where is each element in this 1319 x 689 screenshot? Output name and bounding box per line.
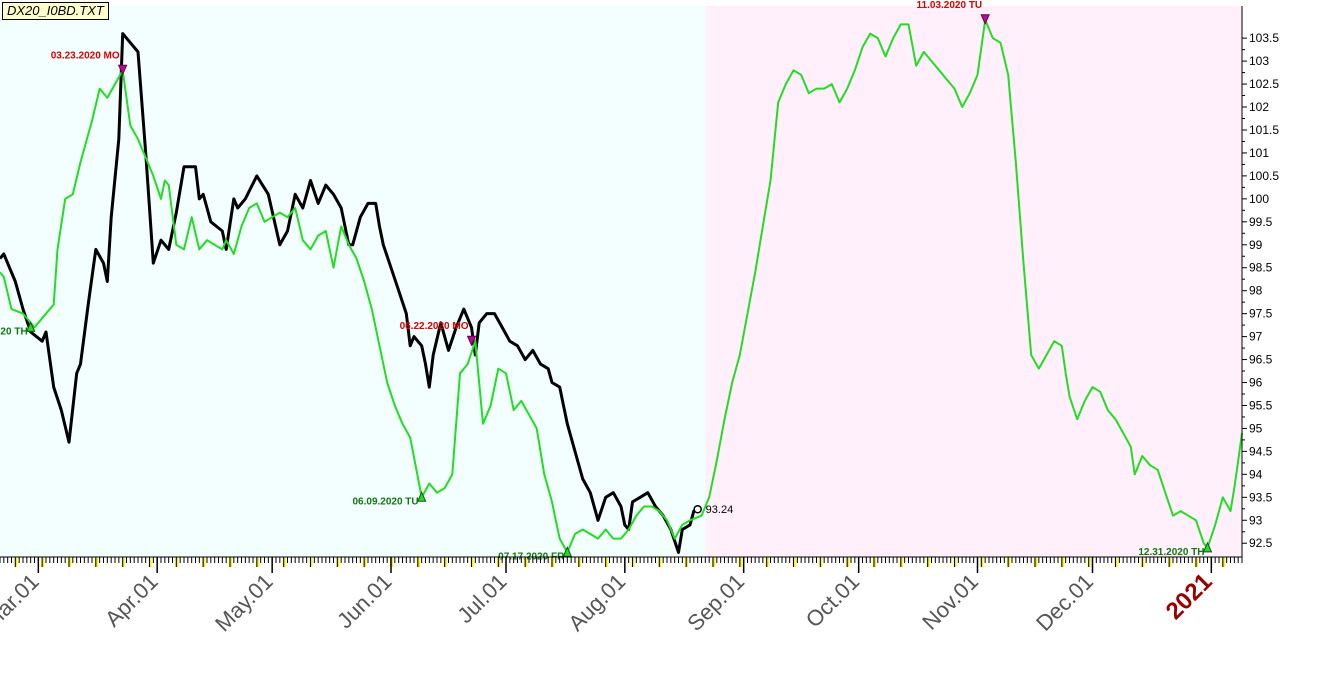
- month-label-2: May.01: [210, 569, 278, 637]
- last-value-label: 93.24: [706, 504, 734, 516]
- bottom-marker-2: [416, 491, 427, 502]
- month-label-9: Dec.01: [1031, 569, 1098, 636]
- bottom-marker-label-1: 020 TH: [0, 326, 28, 337]
- y-tick-label-14: 99.5: [1249, 215, 1273, 229]
- y-tick-label-15: 100: [1249, 192, 1269, 206]
- top-marker-5: [980, 14, 990, 26]
- y-tick-label-5: 95: [1249, 421, 1263, 435]
- top-marker-label-0: 03.23.2020 MO: [51, 50, 120, 61]
- y-tick-label-20: 102.5: [1249, 77, 1279, 91]
- y-tick-label-2: 93.5: [1249, 490, 1273, 504]
- bottom-marker-1: [25, 321, 36, 332]
- top-marker-3: [466, 335, 477, 347]
- month-label-8: Nov.01: [917, 569, 983, 635]
- bottom-marker-6: [1202, 541, 1213, 553]
- series-line-0: [0, 32, 699, 554]
- y-tick-label-0: 92.5: [1249, 536, 1273, 550]
- top-marker-label-5: 11.03.2020 TU: [917, 0, 983, 11]
- y-tick-label-10: 97.5: [1249, 307, 1273, 321]
- y-tick-label-3: 94: [1249, 467, 1263, 481]
- y-tick-label-19: 102: [1249, 100, 1269, 114]
- y-tick-label-12: 98.5: [1249, 261, 1273, 275]
- month-label-5: Aug.01: [563, 569, 630, 636]
- y-tick-label-11: 98: [1249, 284, 1263, 298]
- bottom-marker-label-6: 12.31.2020 TH: [1138, 547, 1204, 558]
- series-layer: [0, 18, 1243, 554]
- month-label-7: Oct.01: [801, 569, 865, 633]
- month-label-10: 2021: [1161, 568, 1218, 625]
- top-marker-label-3: 06.22.2020 MO: [400, 321, 469, 332]
- y-tick-label-21: 103: [1249, 54, 1269, 68]
- y-tick-label-9: 97: [1249, 330, 1263, 344]
- month-label-6: Sep.01: [682, 569, 749, 636]
- y-tick-label-22: 103.5: [1249, 31, 1279, 45]
- background-region-1: [705, 6, 1242, 557]
- y-tick-label-6: 95.5: [1249, 398, 1273, 412]
- background-region-0: [0, 6, 706, 557]
- bottom-marker-4: [562, 546, 573, 557]
- y-tick-label-8: 96.5: [1249, 353, 1273, 367]
- chart-title: DX20_I0BD.TXT: [2, 2, 109, 20]
- y-tick-label-18: 101.5: [1249, 123, 1279, 137]
- month-label-1: Apr.01: [100, 569, 163, 632]
- month-label-3: Jun.01: [332, 569, 396, 633]
- y-tick-label-17: 101: [1249, 146, 1269, 160]
- month-label-0: Mar.01: [0, 569, 44, 634]
- y-tick-label-7: 96: [1249, 376, 1263, 390]
- last-value-dot: [693, 504, 702, 514]
- y-tick-label-4: 94.5: [1249, 444, 1273, 458]
- y-tick-label-13: 99: [1249, 238, 1263, 252]
- month-label-4: Jul.01: [452, 569, 511, 628]
- top-marker-0: [117, 64, 128, 76]
- y-tick-label-1: 93: [1249, 513, 1263, 527]
- series-line-1: [0, 18, 1243, 554]
- y-tick-label-16: 100.5: [1249, 169, 1279, 183]
- background-regions: [0, 6, 1242, 557]
- bottom-marker-label-2: 06.09.2020 TU: [352, 496, 418, 507]
